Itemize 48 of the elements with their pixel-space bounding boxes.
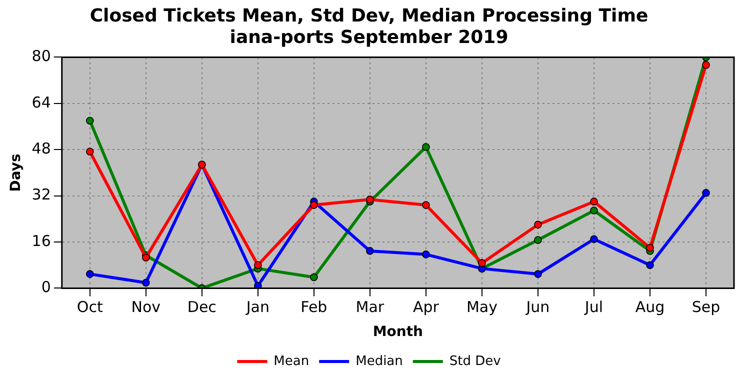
point xyxy=(254,282,262,288)
point xyxy=(310,273,318,282)
x-tick-label: Jan xyxy=(245,298,270,316)
x-tick-label: Sep xyxy=(692,298,720,316)
point xyxy=(86,116,94,125)
legend-label: Std Dev xyxy=(449,354,502,369)
point xyxy=(142,278,150,287)
x-tick-label: Jun xyxy=(525,298,550,316)
x-tick-label: Dec xyxy=(187,298,216,316)
point xyxy=(646,261,654,269)
x-tick-label: Apr xyxy=(412,298,440,316)
point xyxy=(534,270,542,278)
y-tick-label: 32 xyxy=(32,186,51,204)
x-tick-label: May xyxy=(466,298,498,316)
legend-label: Median xyxy=(356,354,403,369)
point xyxy=(86,270,94,278)
point xyxy=(478,259,486,267)
y-tick-label: 0 xyxy=(41,278,51,296)
x-tick-label: Oct xyxy=(76,298,103,316)
y-axis-title: Days xyxy=(8,154,24,192)
point xyxy=(534,220,542,229)
point xyxy=(86,148,94,156)
x-axis-title: Month xyxy=(372,324,424,340)
x-tick-label: Jul xyxy=(584,298,604,316)
chart-title: Closed Tickets Mean, Std Dev, Median Processing Time iana-ports September 2019 xyxy=(90,5,648,48)
point xyxy=(254,261,262,269)
point xyxy=(422,201,430,209)
point xyxy=(590,235,598,244)
point xyxy=(310,201,318,209)
point xyxy=(422,250,430,258)
x-tick-label: Feb xyxy=(300,298,328,316)
point xyxy=(646,244,654,252)
y-tick-label: 64 xyxy=(32,93,51,112)
point xyxy=(702,189,710,197)
y-tick-label: 16 xyxy=(32,232,51,250)
point xyxy=(142,254,150,262)
x-tick-label: Mar xyxy=(356,298,385,316)
point xyxy=(590,198,598,206)
y-tick-label: 80 xyxy=(32,47,51,66)
point xyxy=(422,143,430,151)
point xyxy=(534,236,542,244)
point xyxy=(366,247,374,255)
legend-label: Mean xyxy=(274,354,310,369)
y-tick-label: 48 xyxy=(32,139,51,158)
point xyxy=(702,61,710,69)
x-tick-label: Nov xyxy=(131,298,161,316)
x-tick-label: Aug xyxy=(635,298,665,316)
point xyxy=(590,206,598,214)
